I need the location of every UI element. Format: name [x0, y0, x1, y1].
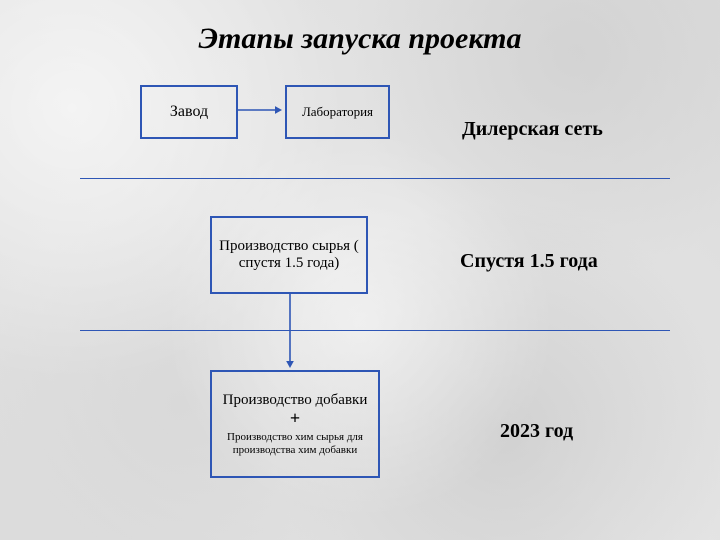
label-year: 2023 год: [500, 420, 573, 443]
label-dealer: Дилерская сеть: [462, 118, 603, 141]
box-raw-label: Производство сырья ( спустя 1.5 года): [216, 238, 362, 272]
divider-1: [80, 178, 670, 179]
arrow-head-icon: [286, 361, 294, 368]
slide-title: Этапы запуска проекта: [0, 22, 720, 56]
box-additive-line1: Производство добавки: [223, 392, 368, 409]
box-additive-plus: +: [290, 409, 300, 429]
box-additive-line2: Производство хим сырья для производства …: [220, 431, 370, 456]
label-after: Спустя 1.5 года: [460, 250, 598, 273]
divider-2: [80, 330, 670, 331]
box-zavod-label: Завод: [170, 103, 208, 121]
box-lab-label: Лаборатория: [302, 104, 373, 120]
box-lab: Лаборатория: [285, 85, 390, 139]
box-additive: Производство добавки + Производство хим …: [210, 370, 380, 478]
arrow-raw-to-additive: [281, 285, 300, 377]
slide-stage: Этапы запуска проекта Завод Лаборатория …: [0, 0, 720, 540]
box-zavod: Завод: [140, 85, 238, 139]
box-raw: Производство сырья ( спустя 1.5 года): [210, 216, 368, 294]
arrow-zavod-to-lab: [229, 101, 291, 120]
arrow-head-icon: [275, 106, 282, 114]
